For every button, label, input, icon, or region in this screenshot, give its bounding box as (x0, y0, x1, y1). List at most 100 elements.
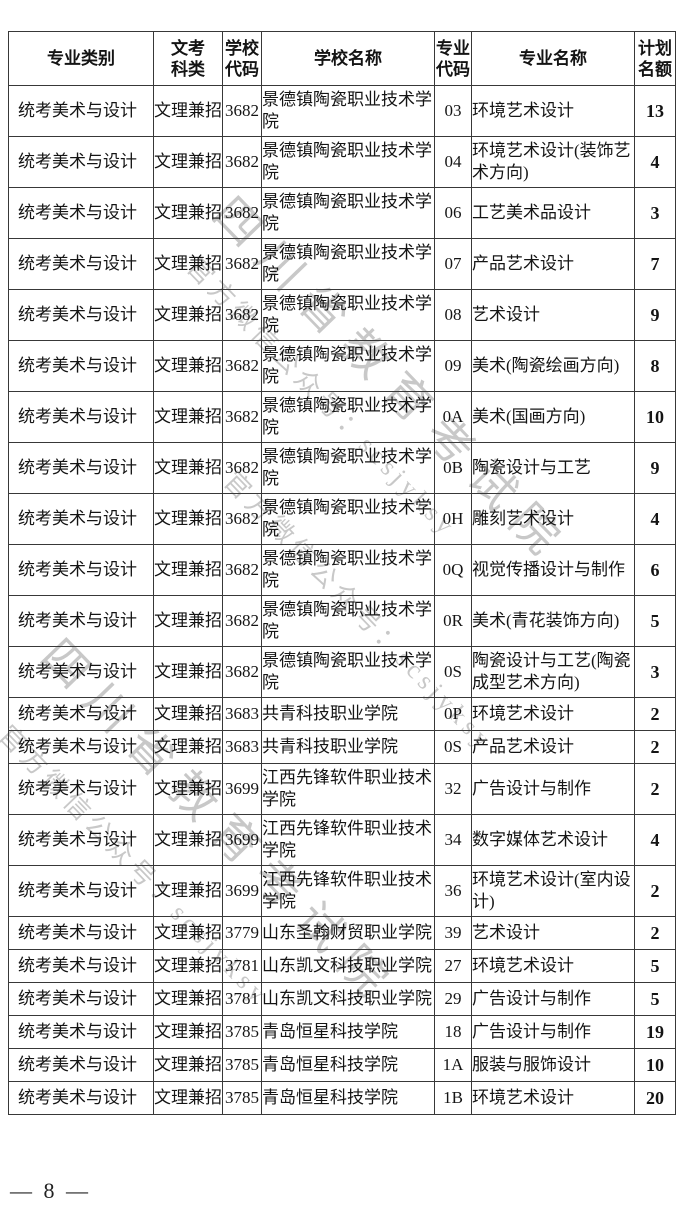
major-category-cell: 统考美术与设计 (8, 1081, 154, 1115)
major-category-cell: 统考美术与设计 (8, 289, 154, 341)
major-code-cell: 03 (434, 85, 472, 137)
column-header-line: 专业名称 (519, 49, 587, 68)
exam-track-cell: 文理兼招 (153, 391, 223, 443)
major-code-cell: 06 (434, 187, 472, 239)
exam-track-cell: 文理兼招 (153, 697, 223, 731)
quota-cell: 5 (634, 982, 676, 1016)
school-name-cell: 青岛恒星科技学院 (261, 1015, 435, 1049)
major-code-cell: 27 (434, 949, 472, 983)
exam-track-cell: 文理兼招 (153, 85, 223, 137)
column-header-line: 学校 (225, 38, 259, 58)
table-row: 统考美术与设计 文理兼招 3683 共青科技职业学院 0P 环境艺术设计 2 (8, 697, 676, 731)
school-name-cell: 景德镇陶瓷职业技术学院 (261, 289, 435, 341)
school-code-cell: 3683 (222, 697, 262, 731)
school-code-cell: 3699 (222, 865, 262, 917)
quota-cell: 6 (634, 544, 676, 596)
major-name-cell: 视觉传播设计与制作 (471, 544, 635, 596)
school-code-cell: 3781 (222, 949, 262, 983)
table-row: 统考美术与设计 文理兼招 3682 景德镇陶瓷职业技术学院 07 产品艺术设计 7 (8, 238, 676, 290)
major-category-cell: 统考美术与设计 (8, 697, 154, 731)
column-header-line: 文考 (171, 38, 205, 58)
quota-cell: 7 (634, 238, 676, 290)
school-code-cell: 3682 (222, 544, 262, 596)
major-category-cell: 统考美术与设计 (8, 1048, 154, 1082)
school-name-cell: 景德镇陶瓷职业技术学院 (261, 544, 435, 596)
school-code-cell: 3699 (222, 814, 262, 866)
major-name-cell: 环境艺术设计 (471, 697, 635, 731)
column-header-line: 专业类别 (47, 49, 115, 68)
table-row: 统考美术与设计 文理兼招 3779 山东圣翰财贸职业学院 39 艺术设计 2 (8, 916, 676, 950)
quota-cell: 9 (634, 442, 676, 494)
school-name-cell: 青岛恒星科技学院 (261, 1048, 435, 1082)
column-header-line: 科类 (171, 59, 205, 79)
table-row: 统考美术与设计 文理兼招 3683 共青科技职业学院 0S 产品艺术设计 2 (8, 730, 676, 764)
quota-cell: 4 (634, 814, 676, 866)
school-name-cell: 江西先锋软件职业技术学院 (261, 865, 435, 917)
exam-track-cell: 文理兼招 (153, 916, 223, 950)
major-code-cell: 36 (434, 865, 472, 917)
quota-cell: 2 (634, 763, 676, 815)
major-category-cell: 统考美术与设计 (8, 916, 154, 950)
quota-cell: 10 (634, 391, 676, 443)
quota-cell: 19 (634, 1015, 676, 1049)
major-category-cell: 统考美术与设计 (8, 865, 154, 917)
major-name-cell: 艺术设计 (471, 289, 635, 341)
school-name-cell: 景德镇陶瓷职业技术学院 (261, 442, 435, 494)
school-name-cell: 景德镇陶瓷职业技术学院 (261, 187, 435, 239)
major-name-cell: 环境艺术设计(装饰艺术方向) (471, 136, 635, 188)
major-category-cell: 统考美术与设计 (8, 85, 154, 137)
table-header-row: 专业类别 文考 科类 学校 代码 学校名称 专业 代码 专业名称 计划 名额 (8, 31, 676, 86)
major-code-cell: 09 (434, 340, 472, 392)
table-row: 统考美术与设计 文理兼招 3699 江西先锋软件职业技术学院 32 广告设计与制作 2 (8, 763, 676, 815)
exam-track-cell: 文理兼招 (153, 763, 223, 815)
column-header: 文考 科类 (153, 31, 223, 86)
school-code-cell: 3682 (222, 85, 262, 137)
school-code-cell: 3682 (222, 238, 262, 290)
school-name-cell: 景德镇陶瓷职业技术学院 (261, 493, 435, 545)
quota-cell: 3 (634, 187, 676, 239)
major-category-cell: 统考美术与设计 (8, 646, 154, 698)
table-row: 统考美术与设计 文理兼招 3785 青岛恒星科技学院 18 广告设计与制作 19 (8, 1015, 676, 1049)
major-category-cell: 统考美术与设计 (8, 238, 154, 290)
exam-track-cell: 文理兼招 (153, 340, 223, 392)
major-name-cell: 服装与服饰设计 (471, 1048, 635, 1082)
major-name-cell: 美术(青花装饰方向) (471, 595, 635, 647)
major-category-cell: 统考美术与设计 (8, 391, 154, 443)
exam-track-cell: 文理兼招 (153, 949, 223, 983)
major-code-cell: 0P (434, 697, 472, 731)
column-header-line: 名额 (638, 59, 672, 79)
exam-track-cell: 文理兼招 (153, 442, 223, 494)
major-code-cell: 32 (434, 763, 472, 815)
column-header-line: 学校名称 (314, 49, 382, 68)
exam-track-cell: 文理兼招 (153, 814, 223, 866)
quota-cell: 2 (634, 730, 676, 764)
major-category-cell: 统考美术与设计 (8, 187, 154, 239)
major-name-cell: 美术(国画方向) (471, 391, 635, 443)
exam-track-cell: 文理兼招 (153, 1048, 223, 1082)
school-code-cell: 3785 (222, 1048, 262, 1082)
major-name-cell: 广告设计与制作 (471, 982, 635, 1016)
quota-cell: 5 (634, 595, 676, 647)
school-code-cell: 3781 (222, 982, 262, 1016)
school-name-cell: 景德镇陶瓷职业技术学院 (261, 136, 435, 188)
school-code-cell: 3699 (222, 763, 262, 815)
table-row: 统考美术与设计 文理兼招 3785 青岛恒星科技学院 1B 环境艺术设计 20 (8, 1081, 676, 1115)
quota-cell: 2 (634, 916, 676, 950)
major-name-cell: 美术(陶瓷绘画方向) (471, 340, 635, 392)
column-header: 专业类别 (8, 31, 154, 86)
major-category-cell: 统考美术与设计 (8, 544, 154, 596)
column-header: 学校名称 (261, 31, 435, 86)
table-row: 统考美术与设计 文理兼招 3781 山东凯文科技职业学院 27 环境艺术设计 5 (8, 949, 676, 983)
major-code-cell: 0H (434, 493, 472, 545)
major-name-cell: 产品艺术设计 (471, 730, 635, 764)
major-category-cell: 统考美术与设计 (8, 136, 154, 188)
major-name-cell: 广告设计与制作 (471, 1015, 635, 1049)
school-name-cell: 江西先锋软件职业技术学院 (261, 814, 435, 866)
major-category-cell: 统考美术与设计 (8, 442, 154, 494)
school-name-cell: 共青科技职业学院 (261, 697, 435, 731)
major-name-cell: 陶瓷设计与工艺(陶瓷成型艺术方向) (471, 646, 635, 698)
school-code-cell: 3779 (222, 916, 262, 950)
column-header-line: 代码 (225, 59, 259, 79)
school-code-cell: 3682 (222, 646, 262, 698)
table-row: 统考美术与设计 文理兼招 3682 景德镇陶瓷职业技术学院 0B 陶瓷设计与工艺 9 (8, 442, 676, 494)
